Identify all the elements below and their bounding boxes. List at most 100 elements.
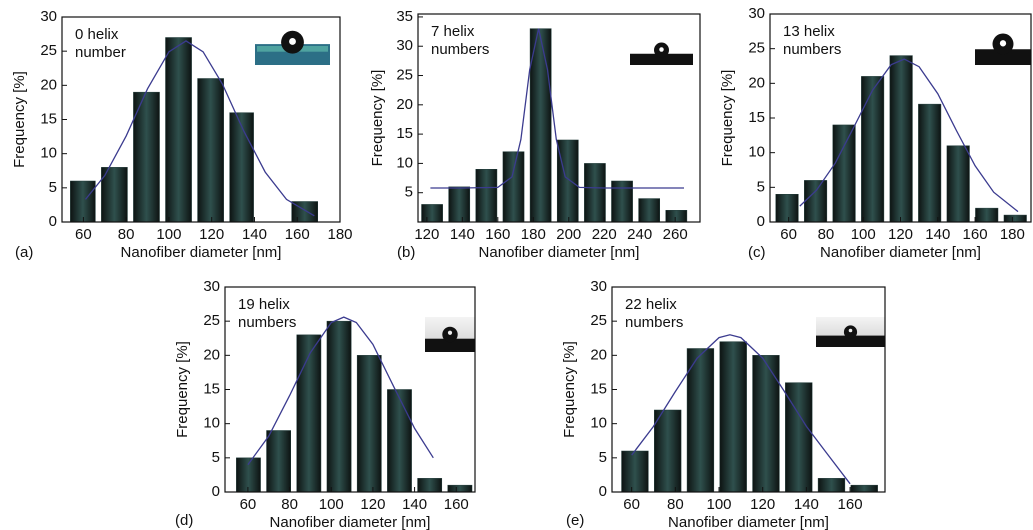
y-tick-label: 5 <box>212 449 220 466</box>
x-tick-label: 140 <box>794 496 819 513</box>
y-tick-label: 5 <box>405 184 413 201</box>
x-tick-label: 220 <box>592 226 617 243</box>
bar <box>165 37 192 222</box>
x-tick-label: 100 <box>851 226 876 243</box>
x-tick-label: 80 <box>281 496 298 513</box>
inset-highlight <box>447 330 453 335</box>
x-tick-label: 240 <box>627 226 652 243</box>
y-tick-label: 0 <box>757 213 765 230</box>
annotation: 0 helix <box>75 26 119 43</box>
y-tick-label: 15 <box>396 125 413 142</box>
x-tick-label: 80 <box>818 226 835 243</box>
x-tick-label: 60 <box>240 496 257 513</box>
bar <box>975 207 999 222</box>
x-tick-label: 160 <box>485 226 510 243</box>
annotation: numbers <box>431 41 489 58</box>
y-tick-label: 0 <box>599 483 607 500</box>
plot-frame <box>417 13 701 223</box>
x-tick-label: 260 <box>663 226 688 243</box>
annotation: 19 helix <box>238 296 290 313</box>
plot-area <box>236 316 473 492</box>
x-tick-label: 180 <box>327 226 352 243</box>
bar <box>752 355 780 492</box>
bar <box>326 320 352 492</box>
bar <box>448 186 471 222</box>
bar <box>804 180 828 222</box>
x-tick-label: 100 <box>319 496 344 513</box>
x-tick-label: 160 <box>963 226 988 243</box>
bar <box>775 194 799 222</box>
annotation: numbers <box>783 41 841 58</box>
plot-area <box>621 334 878 492</box>
y-tick-label: 5 <box>49 179 57 196</box>
y-tick-label: 10 <box>396 154 413 171</box>
y-tick-label: 0 <box>212 483 220 500</box>
x-tick-label: 200 <box>556 226 581 243</box>
panel: 60 80 100 120 140 160 180 0 5 10 15 20 25 30 Nanofiber… <box>719 5 1032 261</box>
inset-substrate <box>630 53 693 65</box>
x-tick-label: 100 <box>156 226 181 243</box>
bar <box>817 478 846 492</box>
x-tick-label: 140 <box>402 496 427 513</box>
fit-curve <box>799 58 1019 213</box>
y-tick-label: 15 <box>203 380 220 397</box>
y-tick-label: 15 <box>590 380 607 397</box>
bar <box>665 210 688 222</box>
bar <box>296 334 322 492</box>
bar <box>861 76 885 222</box>
inset-highlight <box>289 38 296 45</box>
x-tick-label: 140 <box>925 226 950 243</box>
x-tick-label: 120 <box>750 496 775 513</box>
y-tick-label: 15 <box>40 110 57 127</box>
x-tick-label: 60 <box>780 226 797 243</box>
bar <box>529 28 552 222</box>
fit-curve <box>631 334 851 485</box>
bar <box>447 484 473 492</box>
annotation: 22 helix <box>625 296 677 313</box>
bar <box>686 348 715 492</box>
bar <box>417 478 443 492</box>
panel-label: (d) <box>175 512 193 529</box>
y-tick-label: 10 <box>40 145 57 162</box>
x-axis-label: Nanofiber diameter [nm] <box>121 244 282 261</box>
y-tick-label: 25 <box>203 312 220 329</box>
panel-label: (c) <box>748 244 766 261</box>
panel-label: (b) <box>397 244 415 261</box>
x-tick-label: 160 <box>838 496 863 513</box>
x-tick-label: 80 <box>667 496 684 513</box>
y-tick-label: 25 <box>40 42 57 59</box>
annotation: number <box>75 44 126 61</box>
bar <box>1003 214 1027 222</box>
y-axis-label: Frequency [%] <box>174 341 191 438</box>
bar <box>918 103 942 222</box>
plot-area <box>775 55 1027 222</box>
bar <box>421 204 443 222</box>
x-tick-label: 180 <box>521 226 546 243</box>
annotation: numbers <box>625 314 683 331</box>
x-tick-label: 100 <box>707 496 732 513</box>
fit-curve <box>247 316 434 466</box>
y-axis-label: Frequency [%] <box>369 70 386 167</box>
y-tick-label: 20 <box>590 346 607 363</box>
x-axis-label: Nanofiber diameter [nm] <box>820 244 981 261</box>
bar <box>133 91 160 222</box>
y-tick-label: 25 <box>590 312 607 329</box>
panel: 60 80 100 120 140 160 180 0 5 10 15 20 25 30 Nanofiber… <box>11 8 353 261</box>
y-tick-label: 20 <box>203 346 220 363</box>
x-tick-label: 180 <box>1000 226 1025 243</box>
y-axis-label: Frequency [%] <box>719 70 736 167</box>
y-tick-label: 10 <box>748 144 765 161</box>
x-tick-label: 60 <box>623 496 640 513</box>
x-tick-label: 60 <box>75 226 92 243</box>
annotation: 13 helix <box>783 23 835 40</box>
fit-curve <box>430 28 684 189</box>
y-tick-label: 20 <box>40 76 57 93</box>
x-tick-label: 140 <box>242 226 267 243</box>
bar <box>621 450 649 492</box>
y-tick-label: 15 <box>748 109 765 126</box>
y-tick-label: 30 <box>748 5 765 22</box>
x-tick-label: 80 <box>118 226 135 243</box>
bar <box>556 139 579 222</box>
y-tick-label: 25 <box>396 66 413 83</box>
